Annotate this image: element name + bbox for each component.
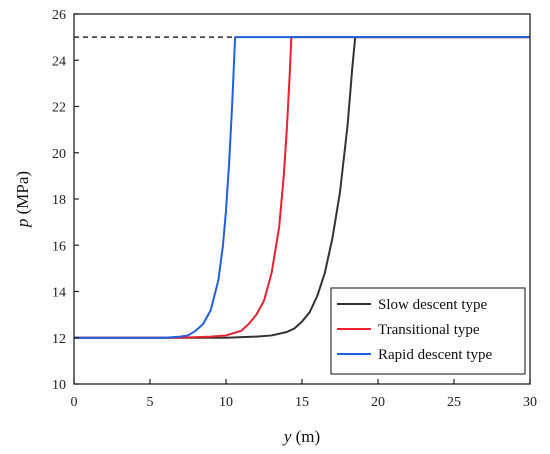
y-tick-label: 16 <box>52 239 66 254</box>
y-tick-label: 22 <box>52 101 66 116</box>
x-axis-title: y (m) <box>282 427 320 446</box>
series-line-3 <box>74 36 530 339</box>
y-tick-label: 24 <box>52 54 66 69</box>
y-tick-label: 10 <box>52 378 66 393</box>
legend: Slow descent type Transitional type Rapid … <box>330 287 526 375</box>
x-tick-label: 10 <box>219 395 233 410</box>
legend-box <box>330 287 526 375</box>
y-tick-label: 12 <box>52 332 66 347</box>
chart-marks <box>74 36 530 339</box>
legend-label-2: Transitional type <box>378 322 480 338</box>
legend-label-1: Slow descent type <box>378 297 487 313</box>
series-line-2 <box>74 36 530 339</box>
y-tick-label: 20 <box>52 147 66 162</box>
x-tick-label: 15 <box>295 395 309 410</box>
legend-label-3: Rapid descent type <box>378 347 492 363</box>
x-tick-label: 0 <box>71 395 78 410</box>
y-tick-label: 14 <box>52 286 66 301</box>
x-tick-label: 25 <box>447 395 461 410</box>
chart-axes: 0 5 10 15 20 25 30 10 12 14 16 18 20 22 24 26 y (m) p (MP… <box>13 8 537 446</box>
y-axis-title: p (MPa) <box>13 171 32 228</box>
y-tick-label: 26 <box>52 8 66 23</box>
x-tick-label: 5 <box>147 395 154 410</box>
x-tick-label: 20 <box>371 395 385 410</box>
y-tick-label: 18 <box>52 193 66 208</box>
series-line-1 <box>74 36 530 339</box>
x-tick-label: 30 <box>523 395 537 410</box>
